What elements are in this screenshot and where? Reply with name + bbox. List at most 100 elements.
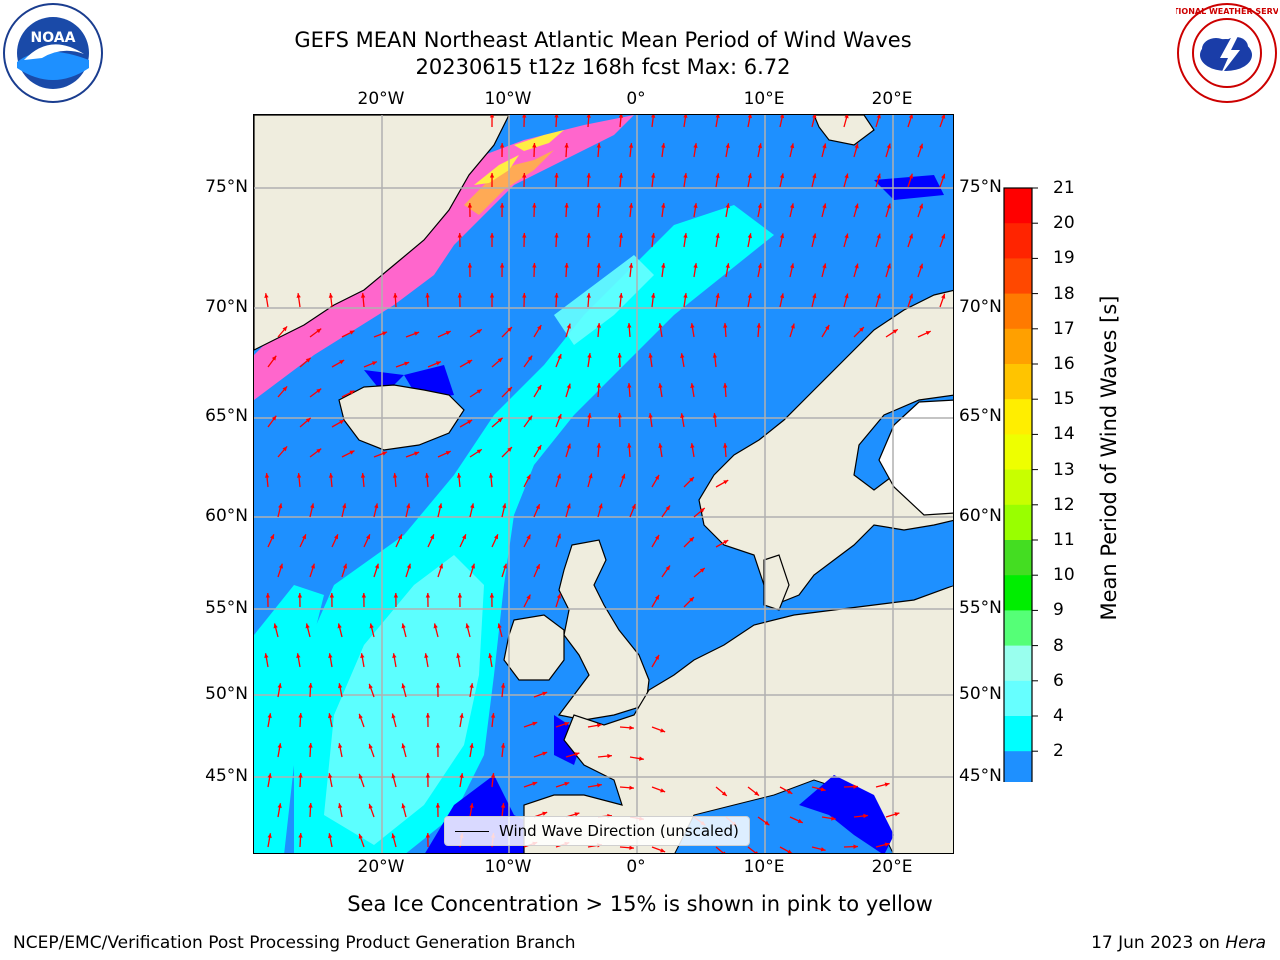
colorbar-tick-label: 17 — [1053, 318, 1075, 339]
wind-wave-arrowhead — [941, 173, 946, 179]
wind-wave-arrowhead — [586, 233, 591, 238]
wind-wave-arrowhead — [683, 233, 688, 238]
wind-wave-arrowhead — [361, 593, 367, 598]
wind-wave-arrowhead — [822, 203, 827, 209]
colorbar-segment — [1004, 540, 1032, 576]
wind-wave-arrowhead — [779, 233, 785, 239]
wind-wave-arrowhead — [537, 445, 542, 451]
wind-wave-arrowhead — [822, 143, 827, 149]
wind-wave-arrowhead — [296, 473, 302, 478]
lat-label-left-60n: 60°N — [205, 506, 248, 526]
wind-wave-arrowhead — [267, 833, 272, 839]
lon-label-top-20e: 20°E — [871, 89, 913, 109]
wind-wave-arrowhead — [661, 263, 666, 268]
wind-wave-arrowhead — [470, 563, 476, 569]
wind-wave-arrowhead — [328, 773, 333, 779]
wind-wave-arrowhead — [459, 773, 464, 778]
colorbar-segment — [1004, 680, 1032, 717]
wind-wave-arrowhead — [296, 293, 301, 298]
wind-wave-arrowhead — [392, 653, 397, 659]
wind-wave-arrowhead — [338, 683, 343, 689]
wind-wave-arrowhead — [282, 326, 288, 332]
wind-wave-arrowhead — [500, 743, 506, 748]
wind-wave-arrowhead — [876, 293, 881, 299]
ireland — [503, 614, 565, 681]
wind-wave-arrowhead — [425, 773, 431, 778]
wind-wave-arrowhead — [648, 413, 653, 418]
wind-wave-arrowhead — [457, 293, 462, 298]
lat-label-left-70n: 70°N — [205, 297, 248, 317]
wind-wave-arrowhead — [438, 503, 443, 509]
wind-wave-arrowhead — [328, 713, 333, 719]
wind-wave-arrowhead — [554, 293, 559, 298]
wind-wave-arrowhead — [812, 115, 817, 119]
wind-wave-arrowhead — [338, 743, 343, 749]
wind-wave-arrowhead — [360, 473, 366, 478]
footer-credit: NCEP/EMC/Verification Post Processing Pr… — [13, 933, 576, 953]
colorbar-segment — [1004, 575, 1032, 611]
wind-wave-arrowhead — [790, 323, 795, 329]
wind-wave-arrowhead — [554, 173, 559, 178]
colorbar-tick-label: 16 — [1053, 354, 1075, 374]
wind-wave-arrowhead — [721, 791, 727, 796]
wind-wave-arrowhead — [476, 449, 482, 454]
wind-wave-arrowhead — [329, 593, 335, 598]
colorbar — [1003, 187, 1038, 782]
wind-wave-arrowhead — [564, 263, 569, 268]
wind-wave-arrowhead — [812, 173, 817, 179]
wind-wave-arrowhead — [790, 203, 795, 209]
wind-wave-arrowhead — [308, 743, 313, 748]
nws-logo: NATIONAL WEATHER SERVICE — [1176, 3, 1278, 103]
wind-wave-arrowhead — [564, 721, 570, 727]
colorbar-segment — [1004, 434, 1032, 471]
wind-wave-arrowhead — [876, 173, 881, 179]
wind-wave-arrowhead — [854, 143, 859, 149]
colorbar-tick-label: 15 — [1053, 389, 1075, 410]
wind-wave-arrowhead — [747, 293, 752, 299]
wind-wave-arrowhead — [596, 143, 601, 148]
wind-wave-arrowhead — [693, 143, 698, 148]
wind-wave-arrowhead — [489, 293, 495, 298]
wind-wave-arrowhead — [316, 328, 322, 334]
wind-wave-arrowhead — [507, 447, 512, 452]
wind-wave-arrowhead — [499, 143, 505, 148]
wind-wave-arrowhead — [328, 473, 334, 478]
lon-label-top-20w: 20°W — [357, 89, 405, 109]
wind-wave-arrowhead — [414, 331, 420, 336]
wind-wave-arrowhead — [628, 143, 634, 148]
wind-wave-arrowhead — [316, 448, 322, 454]
wind-wave-arrowhead — [598, 503, 603, 509]
wind-wave-arrowhead — [566, 443, 571, 449]
nws-logo-text: NATIONAL WEATHER SERVICE — [1176, 7, 1278, 16]
wind-wave-arrowhead — [489, 173, 495, 178]
wind-wave-arrowhead — [430, 534, 434, 540]
wind-wave-arrowhead — [725, 263, 730, 269]
wind-wave-arrowhead — [757, 203, 763, 209]
wind-wave-arrowhead — [433, 623, 438, 629]
wind-wave-arrows — [264, 115, 946, 853]
wind-wave-arrowhead — [391, 713, 396, 719]
colorbar-tick-label: 10 — [1053, 565, 1075, 586]
wind-wave-arrowhead — [665, 505, 670, 511]
wind-wave-arrowhead — [908, 293, 914, 299]
wind-wave-arrowhead — [586, 115, 591, 118]
wind-wave-arrowhead — [556, 593, 561, 599]
wind-wave-arrowhead — [631, 504, 636, 510]
wind-wave-arrowhead — [542, 691, 548, 696]
wind-wave-arrowhead — [490, 773, 496, 778]
wind-wave-arrowhead — [500, 803, 506, 808]
colorbar-segment — [1004, 399, 1032, 435]
wind-wave-arrowhead — [467, 203, 473, 208]
wind-wave-arrowhead — [596, 323, 601, 328]
wind-wave-arrowhead — [876, 233, 881, 239]
wind-wave-arrowhead — [435, 361, 441, 366]
wind-wave-arrowhead — [374, 563, 380, 569]
wind-wave-arrowhead — [723, 383, 728, 388]
wind-wave-arrowhead — [853, 844, 858, 849]
wind-wave-arrowhead — [476, 389, 482, 394]
colorbar-segment — [1004, 504, 1032, 541]
wind-wave-arrowhead — [651, 293, 656, 298]
wind-wave-arrowhead — [358, 833, 363, 839]
wind-wave-arrowhead — [425, 593, 431, 598]
wind-wave-arrowhead — [502, 563, 508, 569]
